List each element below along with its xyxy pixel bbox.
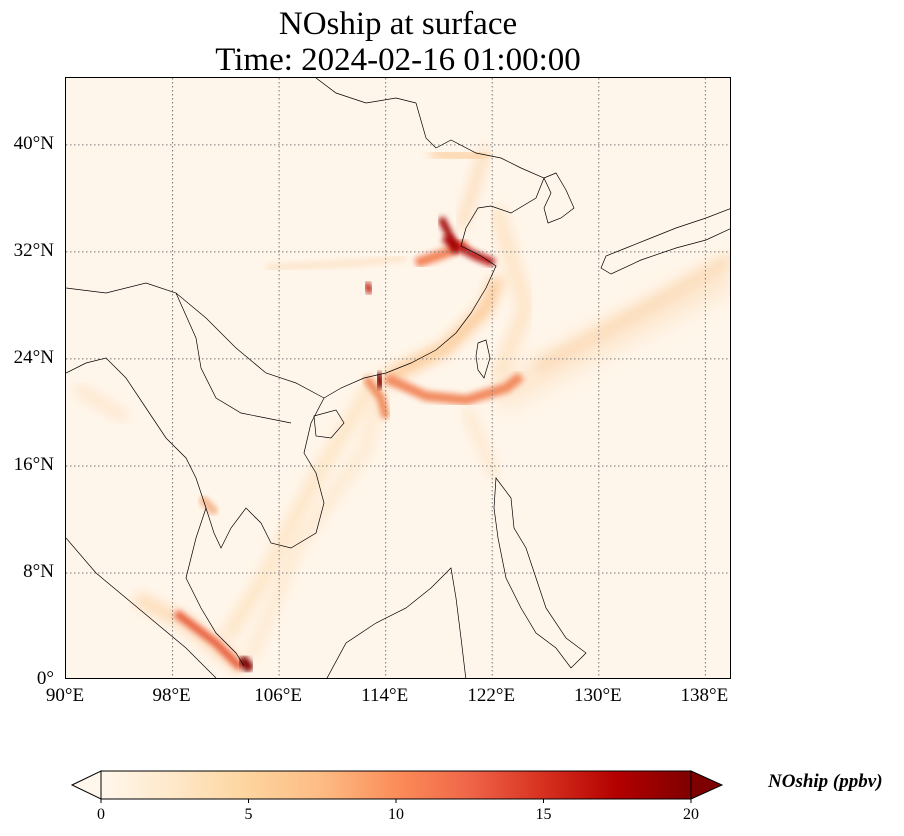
- shipping-lane-taiwan-strait: [383, 275, 504, 384]
- plume-guangdong-east: [383, 372, 525, 406]
- plume-hainan-strait: [362, 375, 390, 419]
- lon-tick-label: 90°E: [45, 685, 85, 706]
- shipping-lane-east-china-sea: [488, 205, 535, 381]
- colorbar-tick-label: 10: [388, 806, 404, 823]
- lon-tick-label: 122°E: [467, 685, 516, 706]
- map-panel: [65, 77, 731, 679]
- plume-hanoi: [362, 281, 375, 295]
- lat-tick-label: 8°N: [23, 560, 54, 582]
- map-subtitle-time: Time: 2024-02-16 01:00:00: [215, 42, 581, 78]
- lat-tick-label: 32°N: [13, 239, 54, 261]
- coastline-malay-peninsula: [185, 507, 245, 667]
- coastline-borneo: [326, 567, 467, 678]
- colorbar-tick-label: 5: [244, 806, 253, 823]
- shipping-lane-south-china-sea-east: [244, 381, 388, 661]
- coastline-china: [323, 102, 545, 399]
- coastline-philippines: [493, 477, 587, 669]
- coastlines: [66, 78, 730, 678]
- lon-tick-label: 130°E: [573, 685, 622, 706]
- lat-tick-label: 24°N: [13, 346, 54, 368]
- coastline-sumatra: [66, 537, 217, 678]
- plume-malacca-strait: [173, 609, 244, 671]
- lon-tick-label: 138°E: [680, 685, 729, 706]
- colorbar: [70, 770, 724, 803]
- shipping-lane-bay-bengal: [72, 382, 130, 424]
- map-gridlines: [66, 78, 730, 678]
- lat-tick-label: 0°: [36, 668, 54, 689]
- hotspot-pearl-river-delta: [374, 372, 385, 389]
- colorbar-tick-label: 15: [535, 806, 552, 823]
- shipping-lane-manila: [461, 406, 501, 480]
- emission-field: [66, 146, 730, 674]
- map-title: NOship at surface: [278, 6, 518, 42]
- border-inland: [175, 292, 292, 424]
- colorbar-tick-label: 20: [683, 806, 699, 823]
- inland-river: [265, 254, 407, 272]
- shipping-lane-bohai: [430, 148, 487, 163]
- map-canvas: [66, 78, 730, 678]
- lat-tick-label: 40°N: [13, 132, 54, 154]
- shipping-lane-pacific: [488, 259, 730, 412]
- coastline-russia: [315, 78, 417, 104]
- lon-tick-label: 114°E: [361, 685, 409, 706]
- border-southwest-china: [66, 282, 325, 399]
- coastline-japan: [600, 208, 730, 275]
- hotspot-yangtze-delta-north: [437, 216, 460, 255]
- coastline-taiwan: [475, 339, 491, 379]
- hotspot-singapore: [237, 654, 255, 674]
- shipping-lane-south-china-sea-west: [220, 374, 383, 642]
- coastline-hainan: [313, 409, 345, 439]
- coastline-korea: [543, 172, 575, 224]
- coastline-indochina: [66, 357, 325, 549]
- shipping-lane-pacific-north: [533, 252, 730, 374]
- colorbar-tick-label: 0: [97, 806, 105, 823]
- lon-tick-label: 98°E: [152, 685, 191, 706]
- lat-tick-label: 16°N: [13, 453, 54, 475]
- colorbar-label: NOship (ppbv): [768, 771, 883, 792]
- colorbar-gradient: [100, 770, 692, 800]
- colorbar-extend-min: [70, 770, 102, 800]
- colorbar-extend-max: [690, 770, 724, 800]
- lon-tick-label: 106°E: [254, 685, 302, 706]
